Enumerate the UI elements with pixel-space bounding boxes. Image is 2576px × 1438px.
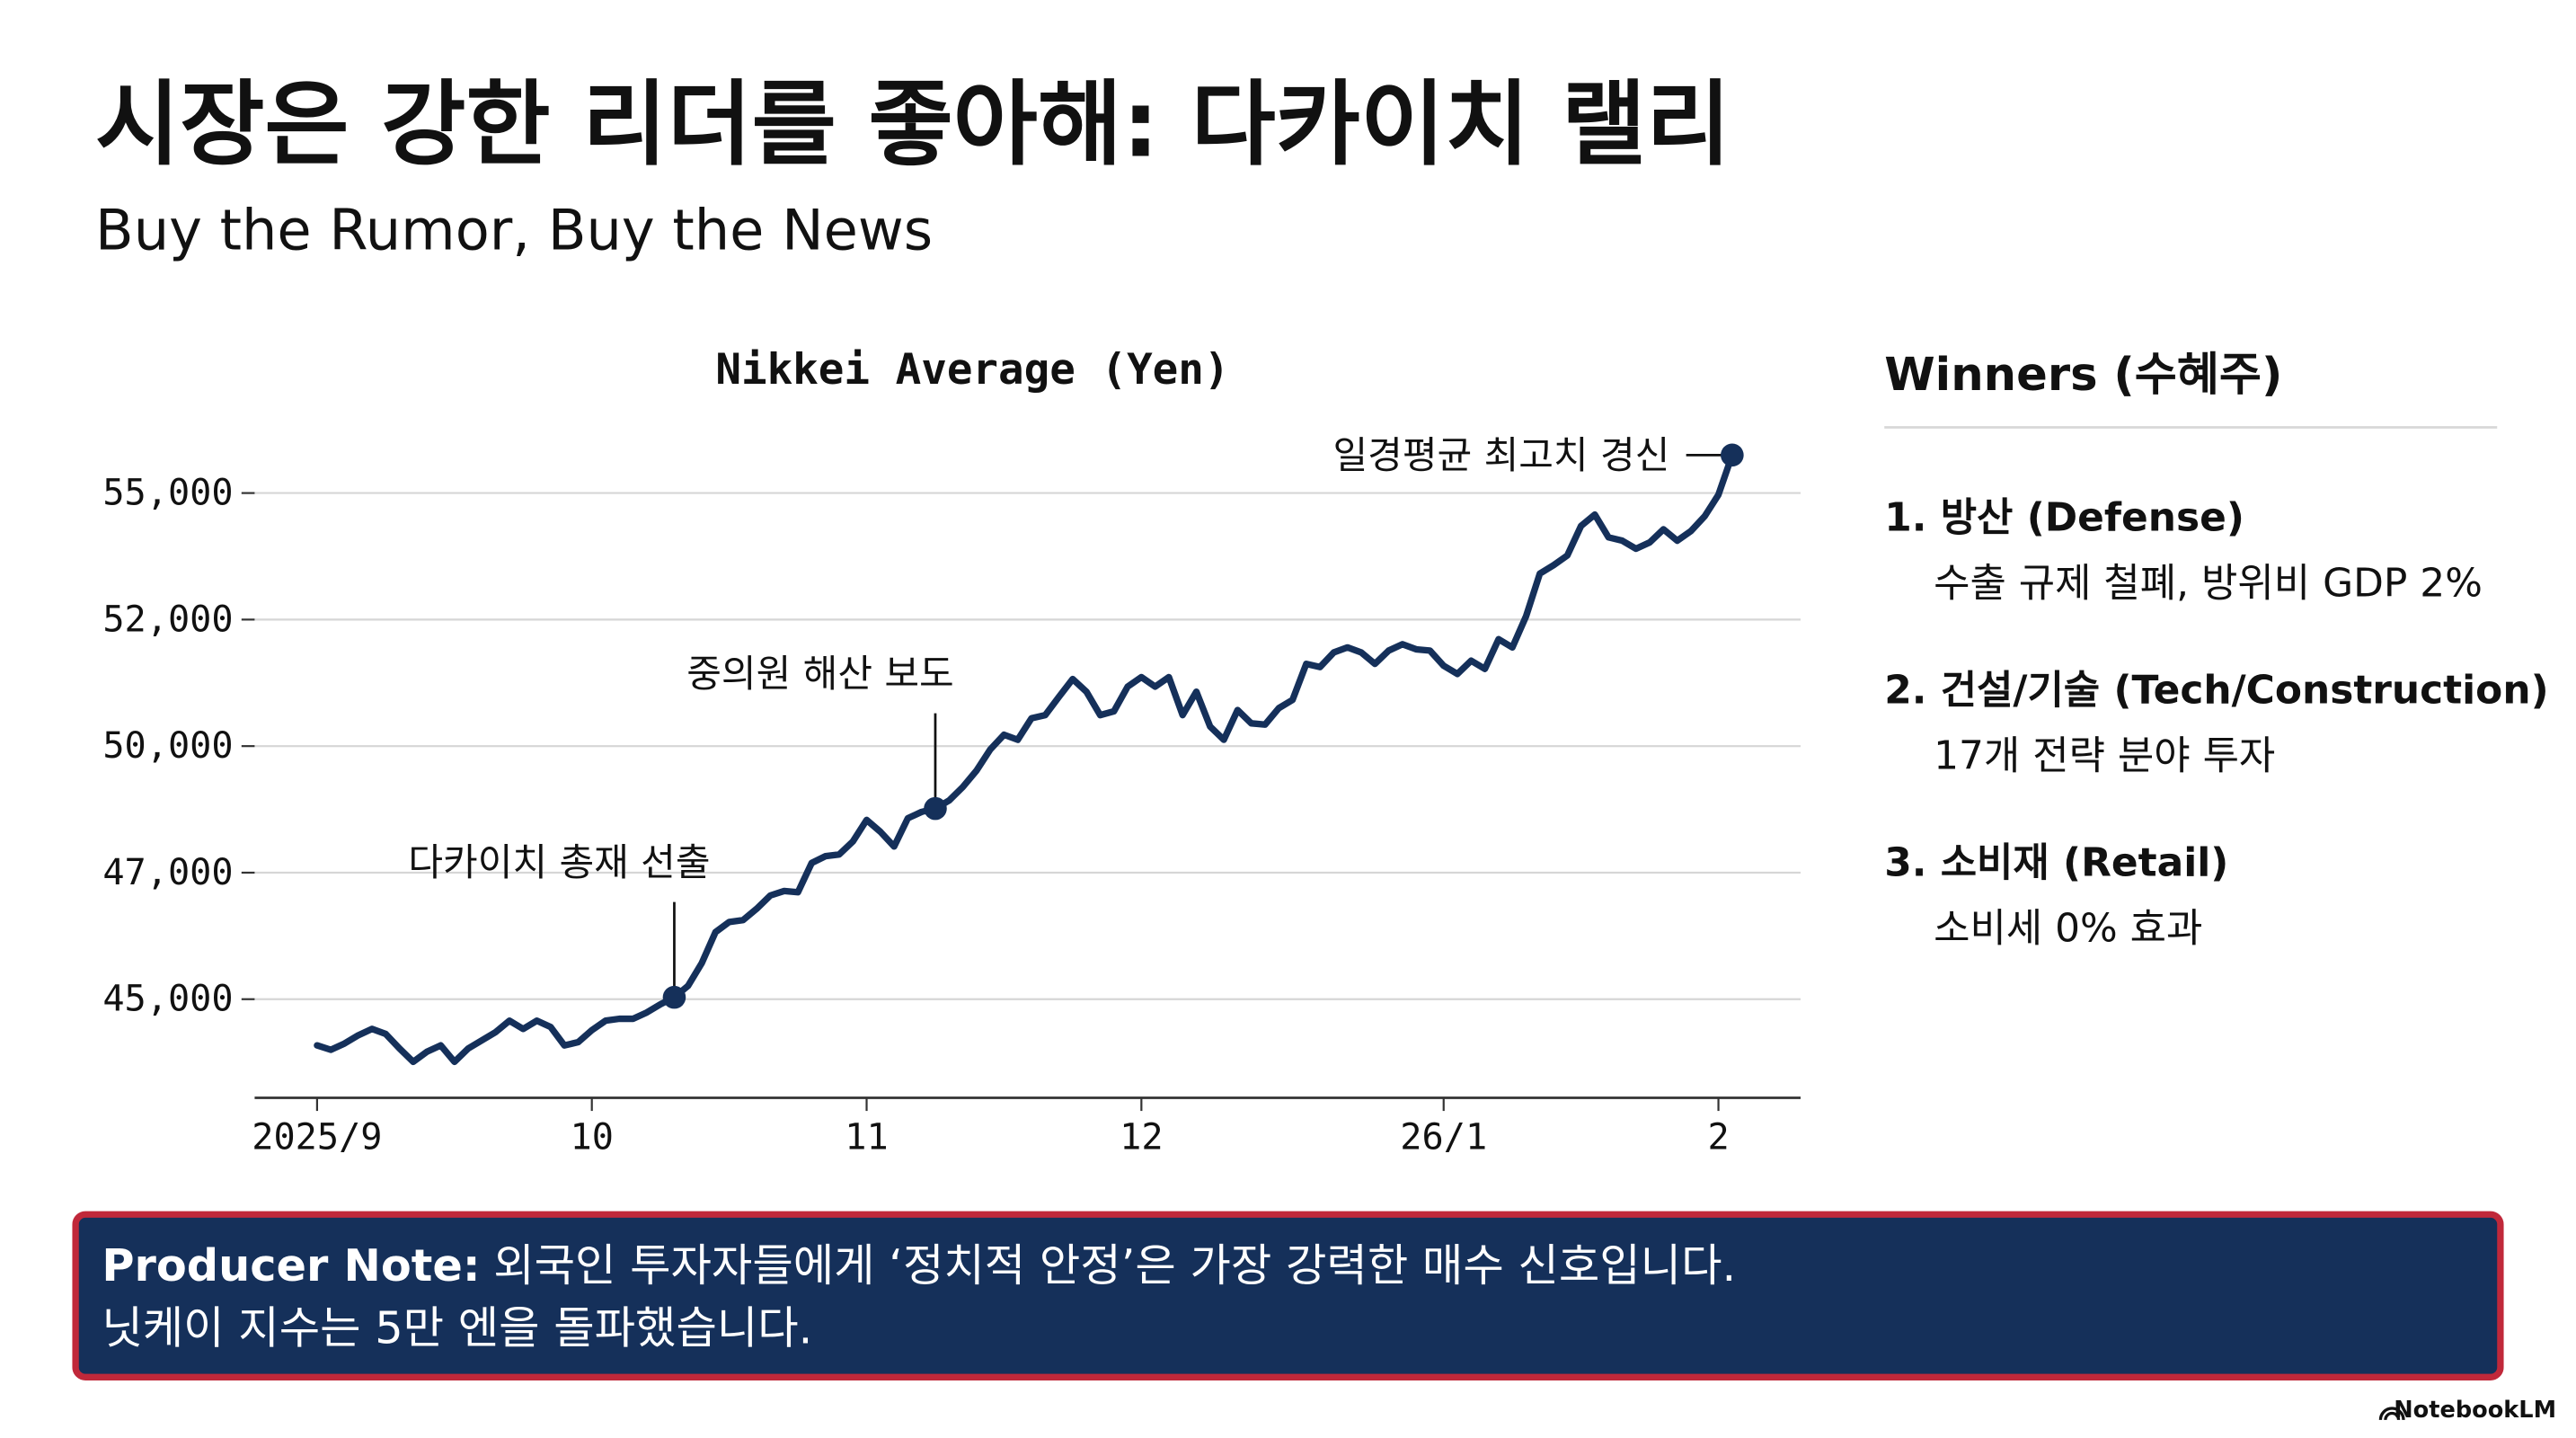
highlight-point [662,985,686,1009]
x-tick-label: 12 [1120,1116,1163,1158]
note-label: Producer Note: [102,1239,480,1292]
note-box: Producer Note: 외국인 투자자들에게 ‘정치적 안정’은 가장 강력… [72,1211,2504,1380]
winners-panel: Winners (수혜주) 1. 방산 (Defense) 수출 규제 철폐, 방… [1884,348,2548,952]
winner-detail: 소비세 0% 효과 [1934,906,2202,952]
x-tick-label: 26/1 [1400,1116,1487,1158]
note-line: Producer Note: 외국인 투자자들에게 ‘정치적 안정’은 가장 강력… [102,1239,1736,1292]
chart-title: Nikkei Average (Yen) [715,345,1229,395]
x-tick-label: 10 [570,1116,613,1158]
note-text: 외국인 투자자들에게 ‘정치적 안정’은 가장 강력한 매수 신호입니다. [493,1239,1736,1292]
y-tick-label: 55,000 [102,473,233,514]
slide-subtitle: Buy the Rumor, Buy the News [95,198,933,263]
y-tick-label: 50,000 [102,725,233,767]
highlight-point [924,796,947,821]
annotation: 중의원 해산 보도 [686,652,954,696]
annotation: 일경평균 최고치 경신 [1332,433,1669,477]
highlight-point [1721,443,1744,467]
y-tick-label: 45,000 [102,979,233,1020]
x-tick-label: 2025/9 [252,1116,382,1158]
note-text: 닛케이 지수는 5만 엔을 돌파했습니다. [102,1301,812,1354]
annotation: 다카이치 총재 선출 [408,840,710,884]
y-tick-label: 52,000 [102,599,233,640]
x-tick-label: 11 [845,1116,888,1158]
price-line [314,451,1736,1066]
winners-title: Winners (수혜주) [1884,348,2282,402]
winner-name: 2. 건설/기술 (Tech/Construction) [1884,668,2548,714]
plot: 45,000 47,000 50,000 52,000 55,000 2025/9 10 11… [102,433,1801,1158]
winner-name: 1. 방산 (Defense) [1884,495,2244,541]
note-background [72,1211,2504,1380]
y-tick-label: 47,000 [102,852,233,893]
winner-detail: 수출 규제 철폐, 방위비 GDP 2% [1934,561,2483,607]
winner-name: 3. 소비재 (Retail) [1884,839,2228,885]
brand: NotebookLM [2378,1397,2556,1424]
x-tick-label: 2 [1707,1116,1729,1158]
slide-title: 시장은 강한 리더를 좋아해: 다카이치 랠리 [95,72,1731,179]
brand-name: NotebookLM [2394,1397,2556,1424]
brand-icon [2378,1407,2405,1421]
winner-detail: 17개 전략 분야 투자 [1934,733,2275,779]
